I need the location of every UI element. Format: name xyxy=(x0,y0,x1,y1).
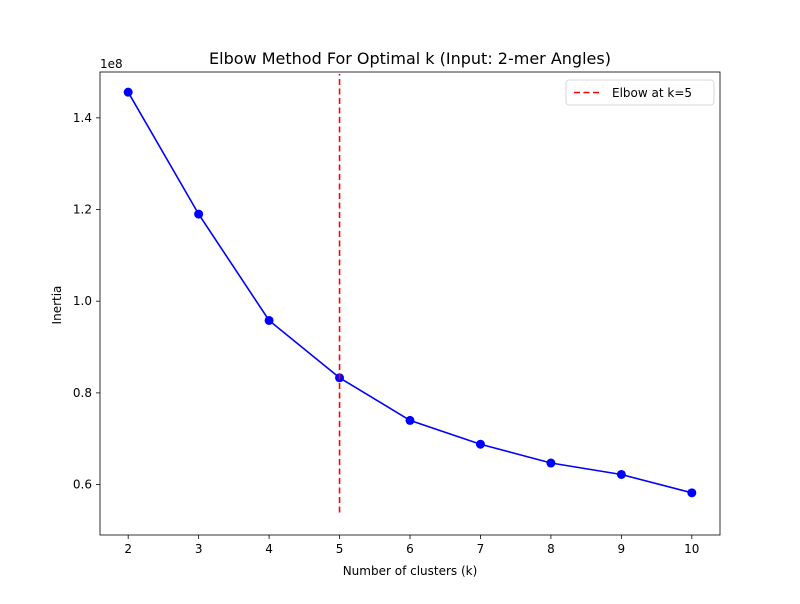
data-point xyxy=(475,439,485,449)
data-point xyxy=(123,87,133,97)
legend-box xyxy=(565,79,715,106)
legend-label: Elbow at k=5 xyxy=(612,86,692,100)
series-line xyxy=(127,91,693,494)
y-tick-label: 1.0 xyxy=(73,294,92,308)
y-tick-label: 1.4 xyxy=(73,111,92,125)
x-tick-label: 4 xyxy=(265,542,273,556)
plot-area: 2 3 4 5 6 7 8 9 10 0.6 0.8 1.0 1.2 1.4 Elbow at k=5 xyxy=(73,71,721,556)
y-tick-label: 0.8 xyxy=(73,386,92,400)
x-tick-label: 10 xyxy=(684,542,699,556)
x-axis-label: Number of clusters (k) xyxy=(343,564,478,578)
data-point xyxy=(616,469,626,479)
data-point xyxy=(546,458,556,468)
axes-frame xyxy=(99,71,721,536)
y-tick-label: 0.6 xyxy=(73,478,92,492)
x-tick-label: 6 xyxy=(406,542,414,556)
data-point xyxy=(264,315,274,325)
y-axis-offset-label: 1e8 xyxy=(100,57,123,71)
x-tick-label: 5 xyxy=(336,542,344,556)
data-point xyxy=(405,415,415,425)
y-axis-label: Inertia xyxy=(50,286,64,325)
x-tick-label: 9 xyxy=(618,542,626,556)
x-tick-label: 2 xyxy=(124,542,132,556)
data-point xyxy=(194,209,204,219)
data-point xyxy=(687,488,697,498)
x-tick-label: 8 xyxy=(547,542,555,556)
chart-title: Elbow Method For Optimal k (Input: 2-mer… xyxy=(209,49,611,68)
x-tick-label: 7 xyxy=(477,542,485,556)
x-tick-label: 3 xyxy=(195,542,203,556)
y-tick-label: 1.2 xyxy=(73,203,92,217)
